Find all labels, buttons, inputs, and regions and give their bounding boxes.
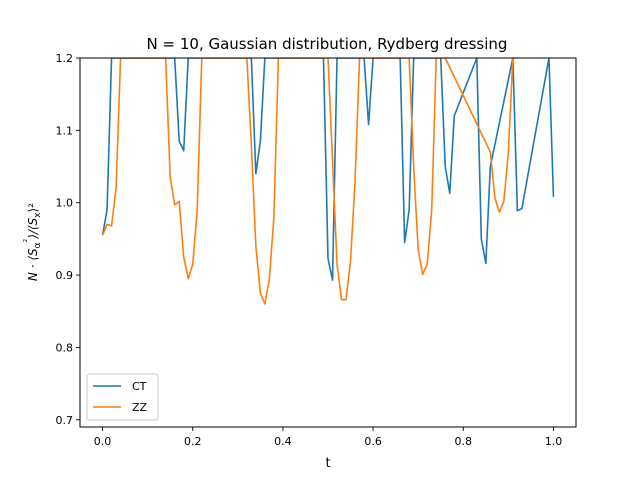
x-axis-ticks: 0.0 0.2 0.4 0.6 0.8 1.0: [94, 427, 562, 448]
series-line-ct: [101, 58, 555, 281]
y-axis-ticks: 0.7 0.8 0.9 1.0 1.1 1.2: [56, 52, 80, 427]
x-tick-label: 0.2: [184, 435, 202, 448]
y-tick-label: 0.8: [56, 341, 74, 354]
legend: CT ZZ: [86, 373, 159, 421]
legend-box: [86, 373, 159, 421]
y-tick-label: 1.2: [56, 52, 74, 65]
y-tick-label: 0.9: [56, 269, 74, 282]
y-tick-label: 0.7: [56, 414, 74, 427]
series-layer: [101, 58, 555, 305]
x-tick-label: 0.6: [364, 435, 382, 448]
y-tick-label: 1.0: [56, 197, 74, 210]
x-tick-label: 0.4: [274, 435, 292, 448]
y-axis-label-text: N · ⟨Sα²⟩/⟨Sx⟩²: [23, 203, 43, 281]
series-line-zz: [101, 58, 518, 305]
x-tick-label: 0.8: [455, 435, 473, 448]
y-axis-label: N · ⟨Sα²⟩/⟨Sx⟩²: [23, 203, 43, 281]
x-tick-label: 0.0: [94, 435, 112, 448]
legend-label-zz: ZZ: [132, 401, 148, 414]
y-tick-label: 1.1: [56, 124, 74, 137]
chart-title: N = 10, Gaussian distribution, Rydberg d…: [147, 35, 508, 53]
x-tick-label: 1.0: [545, 435, 563, 448]
x-axis-label: t: [325, 456, 330, 471]
legend-label-ct: CT: [132, 380, 147, 393]
legend-items: CT ZZ: [93, 380, 148, 414]
plot-frame: [79, 57, 577, 428]
